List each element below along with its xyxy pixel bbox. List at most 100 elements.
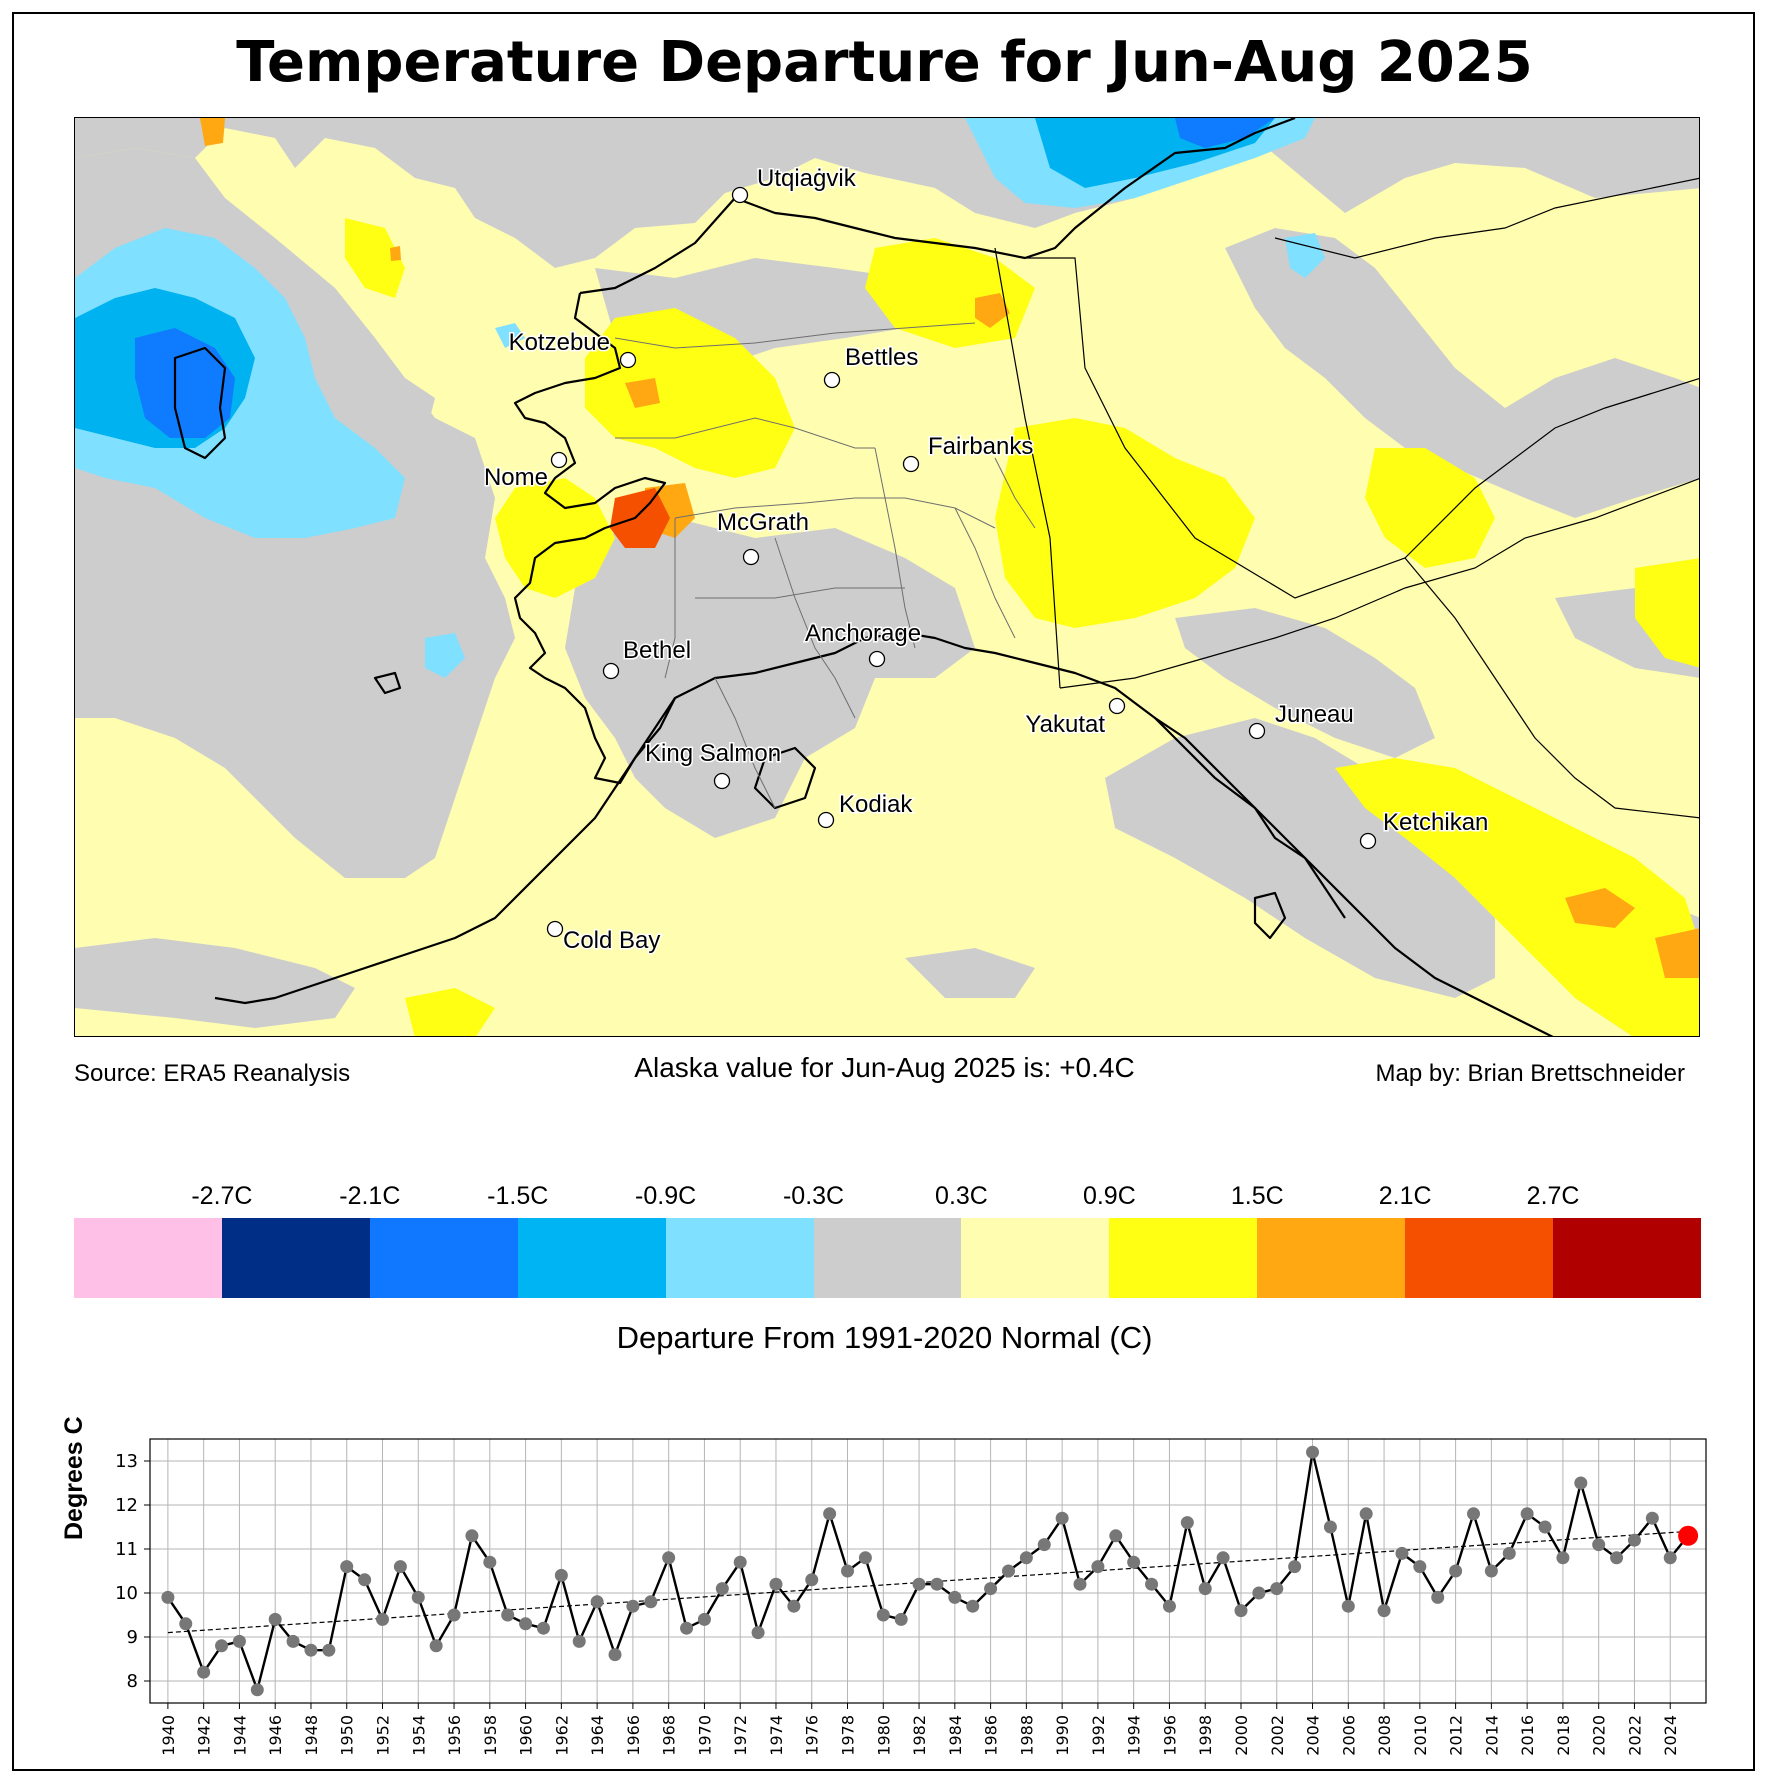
- y-tick-label: 8: [127, 1671, 138, 1692]
- x-tick-label: 1974: [767, 1715, 786, 1756]
- x-tick-label: 2018: [1554, 1715, 1573, 1756]
- colorbar-tick-label: -2.1C: [339, 1182, 401, 1210]
- data-point: [1592, 1538, 1606, 1552]
- data-point: [429, 1639, 443, 1653]
- chart-frame: [149, 1438, 1707, 1704]
- data-point: [858, 1551, 872, 1565]
- data-point: [1645, 1511, 1659, 1525]
- data-point: [1198, 1582, 1212, 1596]
- x-tick-label: 1946: [266, 1715, 285, 1756]
- y-tick-label: 10: [115, 1583, 138, 1604]
- city-marker-utqia-vik: [731, 186, 749, 204]
- data-point: [966, 1599, 980, 1613]
- x-tick-label: 1976: [803, 1715, 822, 1756]
- data-point: [1377, 1604, 1391, 1618]
- data-point: [1574, 1476, 1588, 1490]
- coastline: [173, 118, 1554, 1036]
- colorbar-swatch: [1257, 1218, 1406, 1298]
- data-point: [1037, 1538, 1051, 1552]
- y-tick-label: 12: [115, 1495, 138, 1516]
- x-tick-label: 1966: [624, 1715, 643, 1756]
- data-point: [1180, 1516, 1194, 1530]
- data-point: [948, 1590, 962, 1604]
- city-label-kodiak: Kodiak: [839, 791, 913, 818]
- x-tick-label: 1990: [1053, 1715, 1072, 1756]
- data-point: [751, 1626, 765, 1640]
- data-point: [662, 1551, 676, 1565]
- data-point: [1449, 1564, 1463, 1578]
- x-tick-label: 1998: [1196, 1715, 1215, 1756]
- city-label-fairbanks: Fairbanks: [928, 433, 1033, 460]
- figure-frame: [12, 12, 1755, 1771]
- data-point: [1091, 1560, 1105, 1574]
- data-point: [912, 1577, 926, 1591]
- data-point: [268, 1612, 282, 1626]
- data-point: [715, 1582, 729, 1596]
- city-marker-mcgrath: [742, 548, 760, 566]
- data-point: [1556, 1551, 1570, 1565]
- data-point: [841, 1564, 855, 1578]
- data-point: [483, 1555, 497, 1569]
- x-tick-label: 1950: [338, 1715, 357, 1756]
- x-tick-label: 1968: [660, 1715, 679, 1756]
- colorbar-swatch: [1109, 1218, 1258, 1298]
- x-tick-label: 1952: [374, 1715, 393, 1756]
- colorbar-tick-label: 1.5C: [1230, 1182, 1284, 1210]
- data-point: [465, 1529, 479, 1543]
- x-tick-label: 2008: [1375, 1715, 1394, 1756]
- x-tick-label: 2004: [1304, 1715, 1323, 1756]
- page-title: Temperature Departure for Jun-Aug 2025: [236, 30, 1533, 95]
- data-point: [286, 1634, 300, 1648]
- data-point: [304, 1643, 318, 1657]
- data-point: [554, 1568, 568, 1582]
- city-label-bettles: Bettles: [845, 344, 918, 371]
- x-tick-label: 1970: [695, 1715, 714, 1756]
- colorbar-swatch: [665, 1218, 814, 1298]
- colorbar-tick-label: 2.1C: [1378, 1182, 1432, 1210]
- data-point: [644, 1595, 658, 1609]
- x-tick-label: 2010: [1411, 1715, 1430, 1756]
- data-point: [697, 1612, 711, 1626]
- data-point: [1663, 1551, 1677, 1565]
- data-point: [519, 1617, 533, 1631]
- data-point: [376, 1612, 390, 1626]
- x-tick-label: 2024: [1661, 1715, 1680, 1756]
- colorbar-tick-label: 0.9C: [1082, 1182, 1136, 1210]
- colorbar-swatch: [74, 1218, 222, 1298]
- x-tick-label: 1972: [731, 1715, 750, 1756]
- city-marker-bettles: [823, 371, 841, 389]
- chart-y-axis-label: Degrees C: [60, 1416, 88, 1540]
- colorbar-tick-label: -0.3C: [782, 1182, 845, 1210]
- city-label-king-salmon: King Salmon: [645, 740, 781, 767]
- data-point: [680, 1621, 694, 1635]
- x-tick-label: 2006: [1339, 1715, 1358, 1756]
- data-point: [1216, 1551, 1230, 1565]
- y-tick-label: 11: [115, 1539, 138, 1560]
- data-point: [215, 1639, 229, 1653]
- data-point: [876, 1608, 890, 1622]
- x-tick-label: 1942: [195, 1715, 214, 1756]
- data-point: [590, 1595, 604, 1609]
- x-tick-label: 1964: [588, 1715, 607, 1756]
- x-tick-label: 2022: [1625, 1715, 1644, 1756]
- data-point: [1306, 1445, 1320, 1459]
- data-point: [572, 1634, 586, 1648]
- data-point: [1019, 1551, 1033, 1565]
- alaska-value: Alaska value for Jun-Aug 2025 is: +0.4C: [634, 1052, 1135, 1083]
- x-tick-label: 2020: [1590, 1715, 1609, 1756]
- data-point: [340, 1560, 354, 1574]
- x-tick-label: 1980: [874, 1715, 893, 1756]
- political-borders: [994, 177, 1699, 819]
- data-point: [393, 1560, 407, 1574]
- x-tick-label: 1948: [302, 1715, 321, 1756]
- city-marker-fairbanks: [902, 455, 920, 473]
- x-tick-label: 1954: [409, 1715, 428, 1756]
- x-tick-label: 2002: [1268, 1715, 1287, 1756]
- city-marker-bethel: [602, 662, 620, 680]
- x-tick-label: 1944: [230, 1715, 249, 1756]
- colorbar-swatch: [1553, 1218, 1701, 1298]
- city-marker-kodiak: [817, 811, 835, 829]
- data-point: [1270, 1582, 1284, 1596]
- city-label-nome: Nome: [484, 464, 548, 491]
- city-label-cold-bay: Cold Bay: [563, 927, 660, 954]
